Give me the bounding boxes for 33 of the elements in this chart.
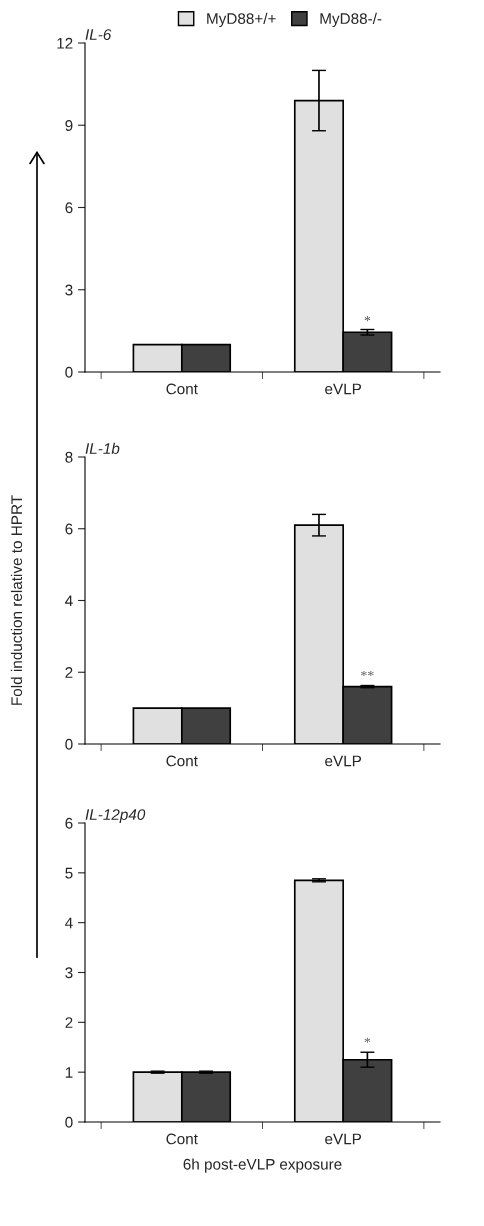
y-tick-label: 6 [65, 523, 73, 535]
legend-label: MyD88+/+ [207, 12, 276, 28]
y-tick-label: 5 [65, 867, 73, 879]
y-tick-label: 0 [65, 366, 73, 378]
y-tick-label: 4 [65, 917, 73, 929]
x-tick-label: Cont [166, 1133, 198, 1145]
y-tick-label: 1 [65, 1067, 73, 1078]
y-tick-label: 2 [65, 667, 73, 678]
y-axis-title: Fold induction relative to HPRT [10, 495, 23, 705]
annotation: * [364, 1037, 371, 1043]
x-tick-label: eVLP [325, 1133, 362, 1145]
x-tick-label: Cont [166, 755, 198, 767]
y-tick-label: 0 [65, 738, 73, 750]
y-tick-label: 4 [65, 595, 73, 607]
chart-title: IL-6 [85, 29, 112, 40]
annotation: ** [361, 670, 374, 677]
y-tick-label: 3 [65, 967, 73, 979]
y-tick-label: 6 [65, 202, 73, 214]
chart-title: IL-1b [85, 442, 120, 454]
y-tick-label: 0 [65, 1116, 73, 1128]
x-tick-label: Cont [166, 383, 198, 395]
x-tick-label: eVLP [325, 383, 362, 395]
annotation: * [364, 316, 371, 322]
x-tick-label: eVLP [325, 755, 362, 767]
y-tick-label: 9 [65, 120, 73, 131]
x-axis-title: 6h post-eVLP exposure [183, 1158, 342, 1173]
y-tick-label: 8 [65, 451, 73, 463]
y-tick-label: 3 [65, 284, 73, 296]
chart-title: IL-12p40 [85, 809, 146, 823]
y-tick-label: 12 [57, 37, 73, 49]
y-tick-label: 6 [65, 817, 73, 829]
legend-label: MyD88-/- [320, 12, 382, 28]
y-tick-label: 2 [65, 1017, 73, 1028]
